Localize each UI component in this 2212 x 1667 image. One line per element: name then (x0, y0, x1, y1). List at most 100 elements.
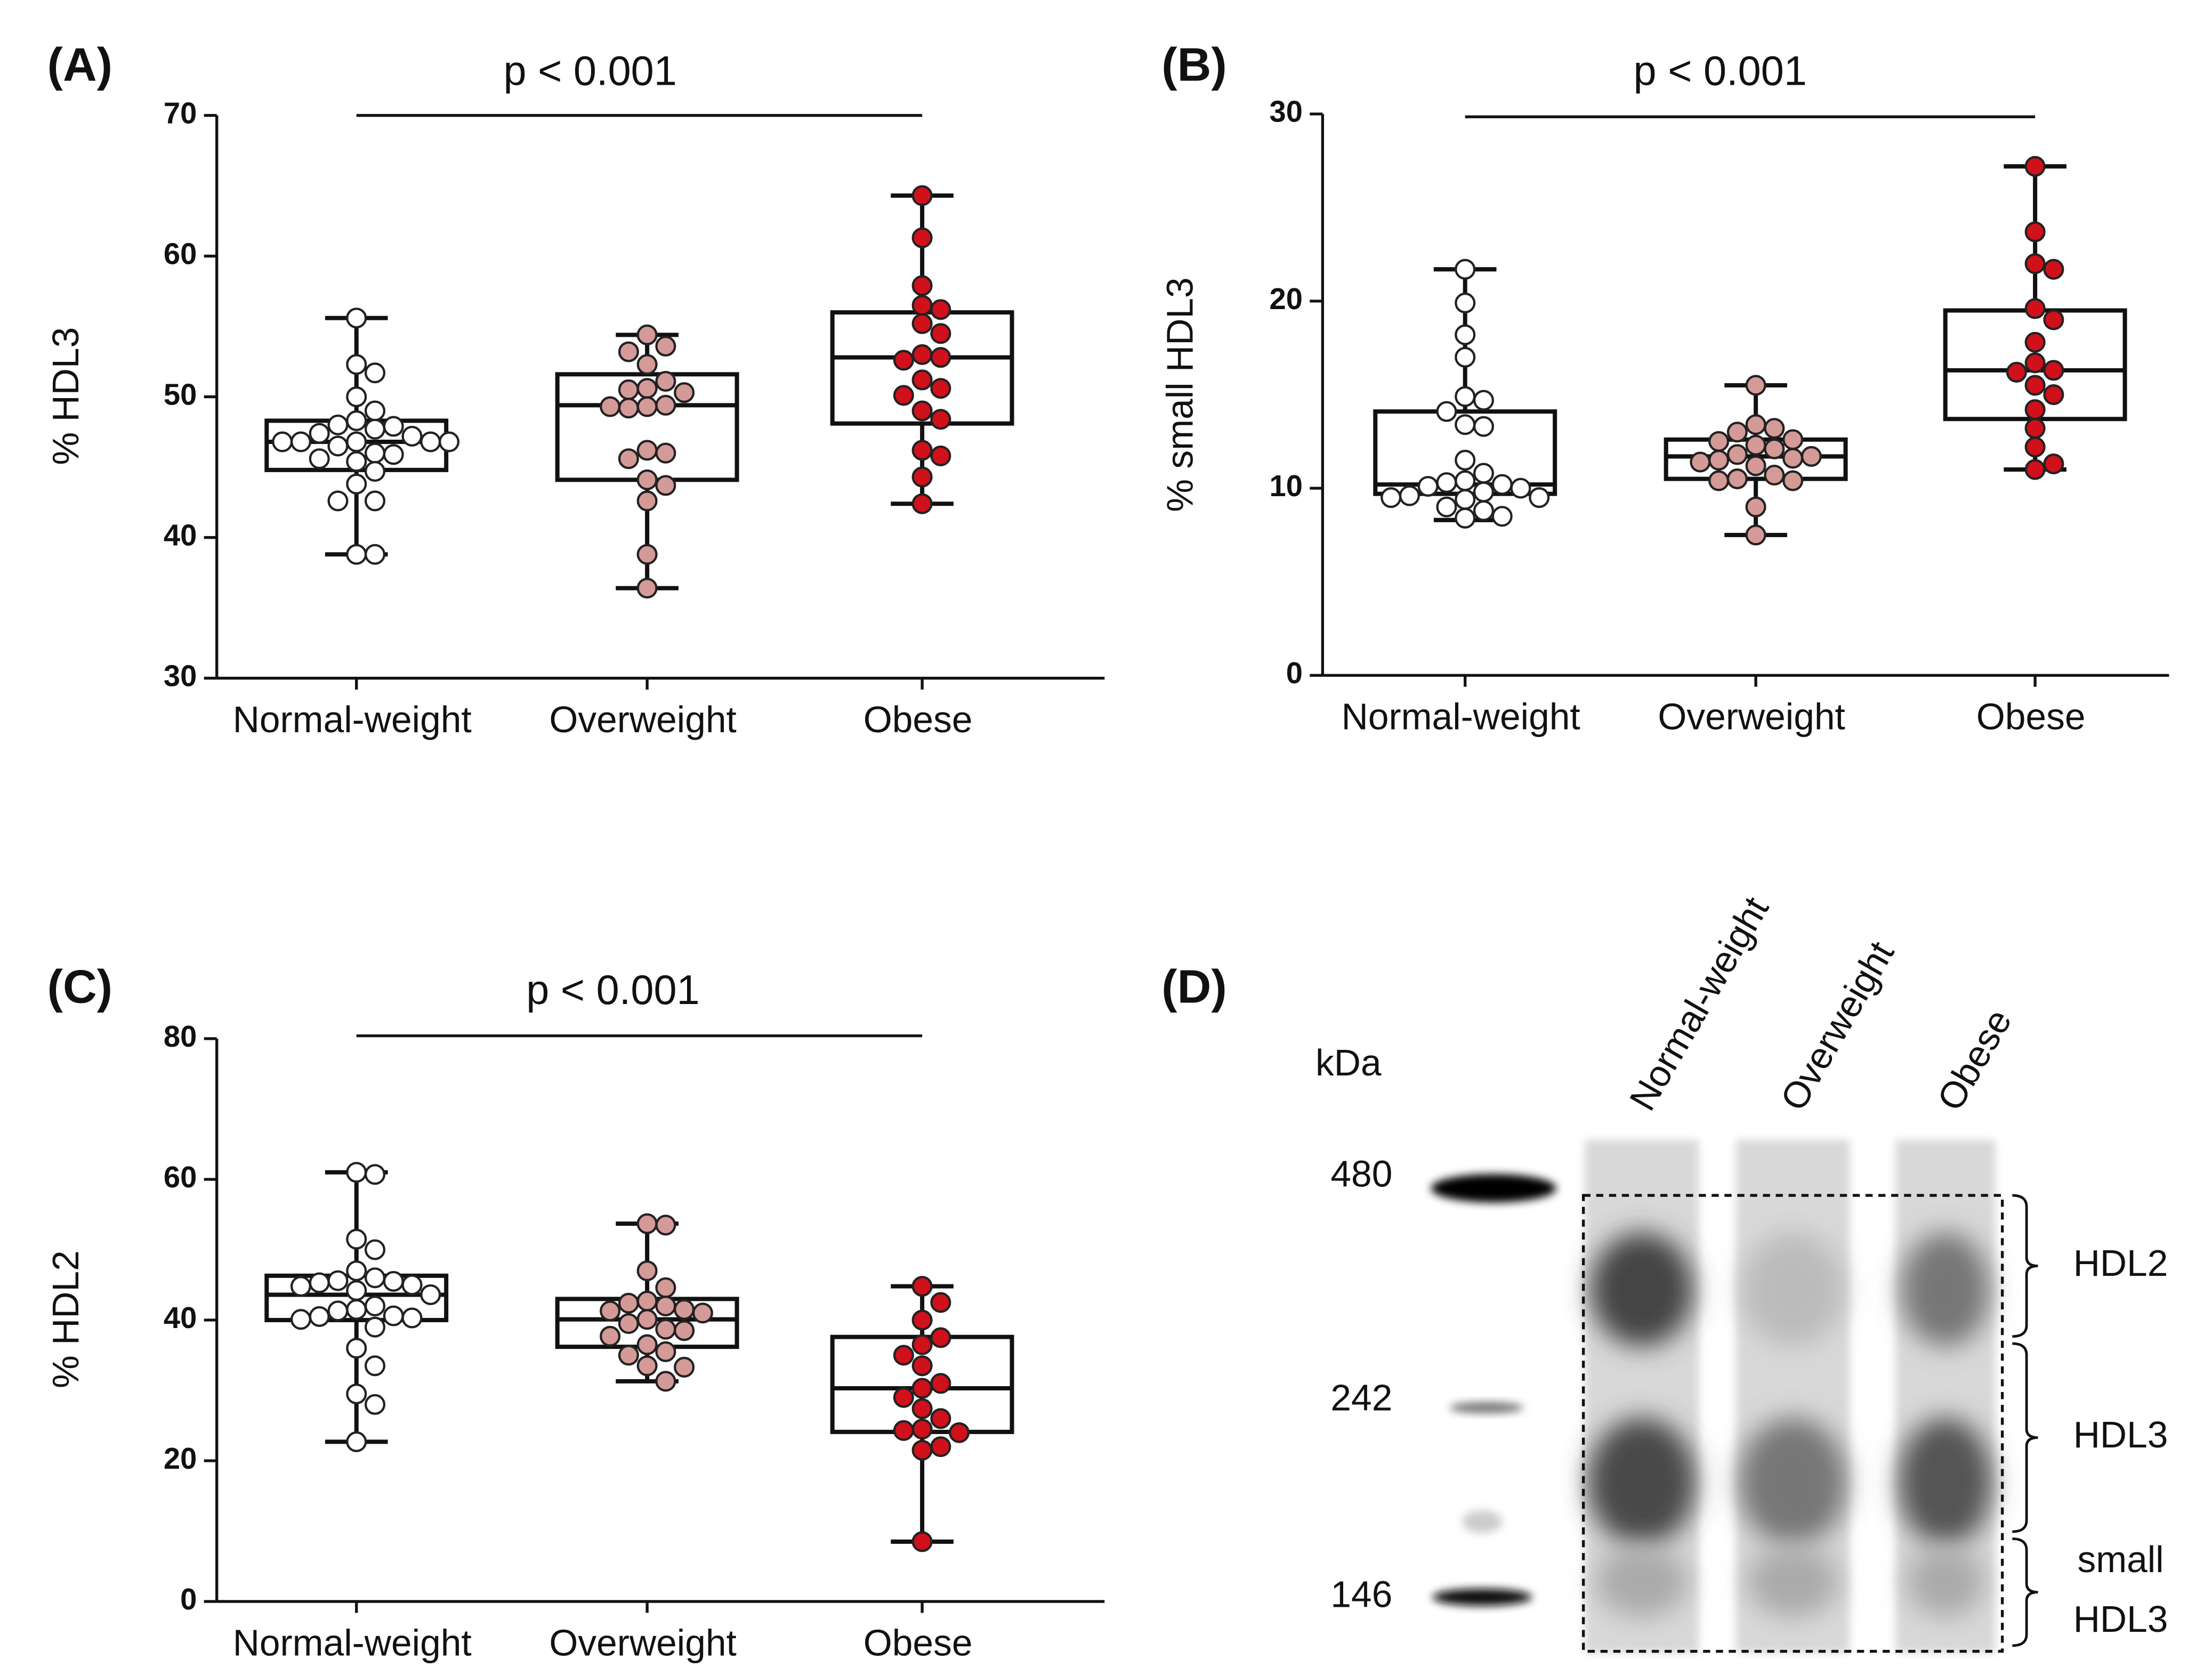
data-point (949, 1422, 970, 1443)
gel-image (1431, 1139, 1996, 1653)
data-point (346, 1431, 367, 1452)
data-point (1690, 451, 1711, 473)
data-point (1745, 375, 1766, 396)
data-point (674, 1356, 695, 1378)
data-point (1726, 444, 1748, 465)
data-point (346, 1280, 367, 1301)
data-point (309, 1272, 330, 1293)
data-point (911, 1334, 933, 1355)
data-point (346, 431, 367, 452)
data-point (930, 1327, 951, 1348)
annotation: p < 0.001 (1634, 48, 1807, 94)
data-point (2024, 352, 2046, 374)
data-point (1455, 258, 1476, 280)
data-point (364, 1239, 386, 1260)
data-point (911, 313, 933, 334)
data-point (930, 323, 951, 344)
y-tick-label: 50 (164, 377, 197, 411)
data-point (930, 378, 951, 399)
data-point (911, 466, 933, 488)
data-point (655, 475, 676, 496)
data-point (674, 382, 695, 403)
data-point (1745, 414, 1766, 435)
data-point (930, 409, 951, 430)
lane-band (1590, 1232, 1693, 1347)
data-point (618, 1292, 639, 1314)
data-point (1782, 429, 1804, 450)
data-point (655, 371, 676, 392)
data-point (2006, 361, 2027, 383)
data-point (309, 448, 330, 470)
data-point (911, 295, 933, 316)
lane-label: Obese (1929, 1002, 2020, 1117)
y-tick-label: 40 (164, 518, 197, 552)
data-point (911, 185, 933, 206)
data-point (893, 385, 914, 406)
data-point (911, 400, 933, 422)
lane-label: Overweight (1772, 934, 1902, 1117)
data-point (2024, 399, 2046, 420)
data-point (346, 386, 367, 408)
data-point (1708, 470, 1730, 491)
data-point (2024, 156, 2046, 177)
x-tick-label: Normal-weight (233, 699, 472, 740)
data-point (1491, 474, 1513, 495)
data-point (600, 1325, 621, 1347)
x-tick-label: Obese (863, 699, 973, 740)
data-point (364, 1316, 386, 1338)
band-label: HDL3 (2073, 1598, 2168, 1640)
x-tick-label: Normal-weight (233, 1622, 472, 1663)
y-tick-label: 0 (1286, 656, 1303, 690)
y-tick-label: 60 (164, 237, 197, 270)
data-point (1801, 446, 1822, 467)
data-point (618, 1313, 639, 1334)
data-point (636, 354, 658, 375)
data-point (1745, 434, 1766, 456)
annotation: p < 0.001 (526, 967, 699, 1013)
data-point (636, 469, 658, 490)
data-point (636, 490, 658, 512)
data-point (346, 1162, 367, 1183)
bracket (2012, 1342, 2038, 1533)
data-point (2043, 309, 2064, 330)
data-point (655, 1318, 676, 1340)
data-point (1473, 463, 1494, 484)
data-point (930, 1373, 951, 1394)
data-point (383, 1271, 404, 1292)
data-point (911, 344, 933, 365)
data-point (930, 1292, 951, 1313)
data-point (1455, 470, 1476, 491)
data-point (1473, 500, 1494, 521)
data-point (327, 435, 349, 457)
marker-label: 242 (1330, 1377, 1392, 1418)
data-point (1726, 468, 1748, 490)
panel-label: (A) (47, 38, 112, 91)
x-tick-label: Normal-weight (1342, 695, 1580, 737)
data-point (309, 423, 330, 444)
data-point (618, 341, 639, 362)
data-point (911, 440, 933, 461)
data-point (930, 1436, 951, 1458)
data-point (1455, 414, 1476, 435)
unit-label: kDa (1315, 1042, 1382, 1083)
data-point (2043, 453, 2064, 474)
data-point (346, 451, 367, 472)
data-point (1455, 324, 1476, 345)
y-tick-label: 60 (164, 1160, 197, 1194)
data-point (911, 1419, 933, 1440)
data-point (1726, 422, 1748, 443)
data-point (1455, 489, 1476, 510)
data-point (346, 354, 367, 375)
data-point (655, 442, 676, 464)
data-point (911, 1276, 933, 1297)
data-point (911, 493, 933, 514)
data-point (1764, 465, 1785, 486)
data-point (1455, 386, 1476, 407)
data-point (655, 1215, 676, 1236)
data-point (1745, 455, 1766, 476)
data-point (636, 1309, 658, 1330)
data-point (383, 416, 404, 437)
data-point (2024, 375, 2046, 396)
data-point (2024, 418, 2046, 439)
y-axis-label: % small HDL3 (1159, 277, 1201, 512)
